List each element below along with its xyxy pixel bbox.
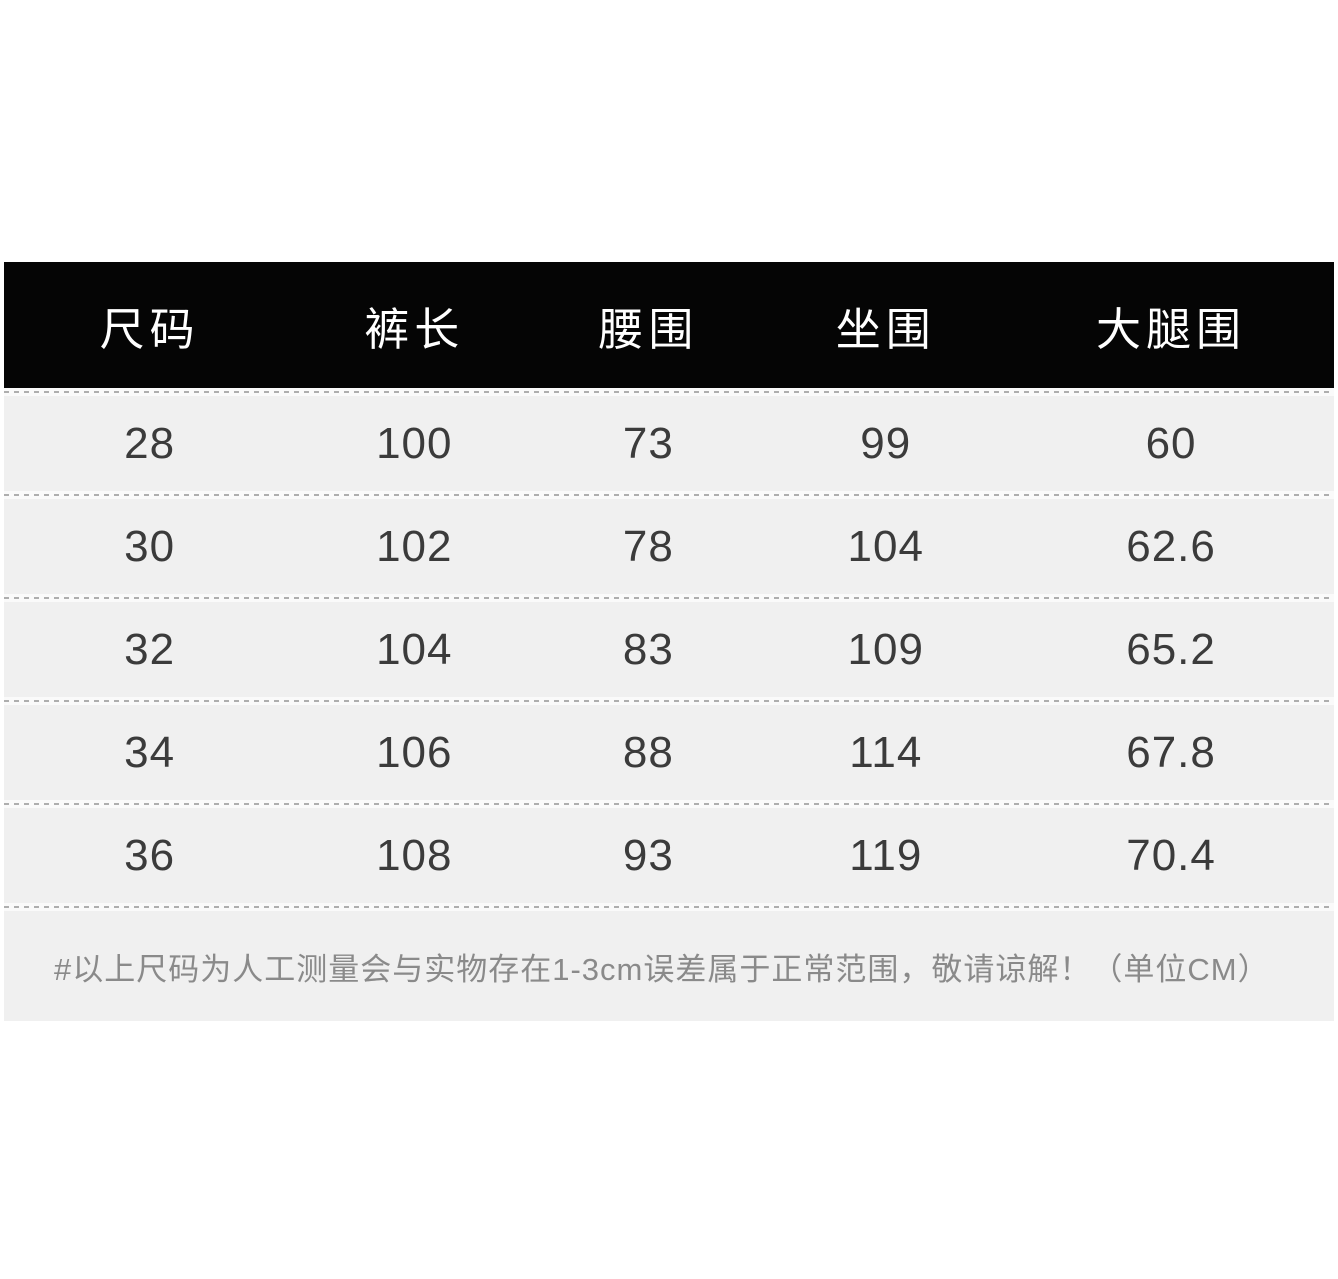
cell-pants-length: 104 <box>376 624 453 674</box>
cell-size: 32 <box>124 624 176 674</box>
cell-pants-length: 106 <box>376 727 453 777</box>
cell-waist: 78 <box>622 521 674 571</box>
dashed-line <box>4 906 1334 908</box>
cell-thigh: 70.4 <box>1126 830 1216 880</box>
cell-size: 36 <box>124 830 176 880</box>
column-header-hip: 坐围 <box>835 303 936 355</box>
cell-waist: 88 <box>622 727 674 777</box>
size-chart-table: 尺码 裤长 腰围 坐围 大腿围 28 100 73 99 60 30 102 7… <box>4 262 1334 1021</box>
cell-hip: 114 <box>849 727 923 777</box>
column-header-waist: 腰围 <box>598 303 699 355</box>
row-separator <box>4 800 1334 808</box>
cell-thigh: 67.8 <box>1126 727 1216 777</box>
cell-hip: 104 <box>847 521 924 571</box>
table-row-size-34: 34 106 88 114 67.8 <box>4 705 1334 800</box>
cell-hip: 99 <box>860 418 912 468</box>
dashed-line <box>4 700 1334 702</box>
column-header-thigh: 大腿围 <box>1096 303 1247 355</box>
measurement-note: #以上尺码为人工测量会与实物存在1-3cm误差属于正常范围，敬请谅解！（单位CM… <box>54 951 1270 987</box>
cell-pants-length: 100 <box>376 418 453 468</box>
dashed-line <box>4 803 1334 805</box>
cell-waist: 93 <box>622 830 674 880</box>
cell-size: 34 <box>124 727 176 777</box>
cell-thigh: 62.6 <box>1126 521 1216 571</box>
size-chart-header-row: 尺码 裤长 腰围 坐围 大腿围 <box>4 262 1334 388</box>
cell-waist: 83 <box>622 624 674 674</box>
row-separator <box>4 491 1334 499</box>
row-separator <box>4 903 1334 911</box>
table-row-size-30: 30 102 78 104 62.6 <box>4 499 1334 594</box>
cell-pants-length: 102 <box>376 521 453 571</box>
dashed-line <box>4 494 1334 496</box>
cell-thigh: 65.2 <box>1126 624 1216 674</box>
measurement-note-row: #以上尺码为人工测量会与实物存在1-3cm误差属于正常范围，敬请谅解！（单位CM… <box>4 911 1334 1021</box>
table-row-size-36: 36 108 93 119 70.4 <box>4 808 1334 903</box>
cell-hip: 109 <box>847 624 924 674</box>
cell-waist: 73 <box>622 418 674 468</box>
column-header-size: 尺码 <box>99 303 200 355</box>
cell-thigh: 60 <box>1145 418 1197 468</box>
cell-size: 30 <box>124 521 176 571</box>
cell-size: 28 <box>124 418 176 468</box>
table-row-size-28: 28 100 73 99 60 <box>4 396 1334 491</box>
dashed-line <box>4 391 1334 393</box>
row-separator <box>4 388 1334 396</box>
row-separator <box>4 697 1334 705</box>
cell-hip: 119 <box>849 830 923 880</box>
cell-pants-length: 108 <box>376 830 453 880</box>
table-row-size-32: 32 104 83 109 65.2 <box>4 602 1334 697</box>
dashed-line <box>4 597 1334 599</box>
column-header-pants-length: 裤长 <box>364 303 465 355</box>
row-separator <box>4 594 1334 602</box>
